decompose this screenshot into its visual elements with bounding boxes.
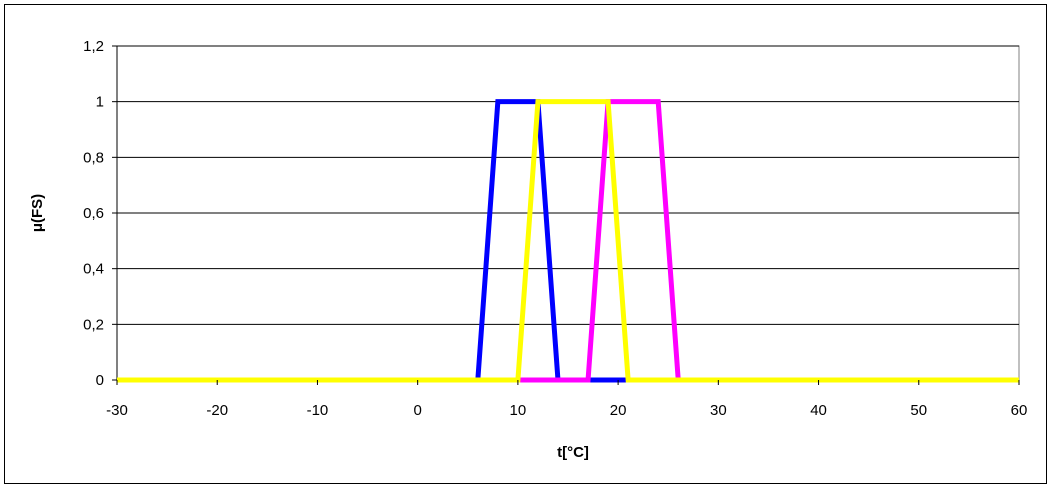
x-axis-title: t[°C] [557, 444, 589, 461]
x-tick-label: 60 [1011, 402, 1028, 419]
y-axis-title: μ(FS) [29, 194, 46, 232]
x-tick-label: 0 [413, 402, 421, 419]
y-tick-label: 1 [96, 94, 104, 111]
x-tick-label: 20 [610, 402, 627, 419]
y-tick-label: 1,2 [83, 38, 104, 55]
series-line-3 [117, 99, 1019, 383]
y-tick-label: 0,8 [83, 149, 104, 166]
y-tick-label: 0,6 [83, 205, 104, 222]
x-tick-label: 50 [910, 402, 927, 419]
x-tick-label: -20 [206, 402, 228, 419]
y-tick-label: 0,2 [83, 316, 104, 333]
y-tick-labels: 0 0,2 0,4 0,6 0,8 1 1,2 [83, 38, 104, 389]
x-tick-label: 30 [710, 402, 727, 419]
y-tick-label: 0,4 [83, 261, 104, 278]
y-tick-label: 0 [96, 372, 104, 389]
x-tick-label: -10 [307, 402, 329, 419]
x-tick-label: 40 [810, 402, 827, 419]
x-tick-label: -30 [106, 402, 128, 419]
x-tick-labels: -30 -20 -10 0 10 20 30 40 50 60 [106, 380, 1027, 419]
x-tick-label: 10 [510, 402, 527, 419]
